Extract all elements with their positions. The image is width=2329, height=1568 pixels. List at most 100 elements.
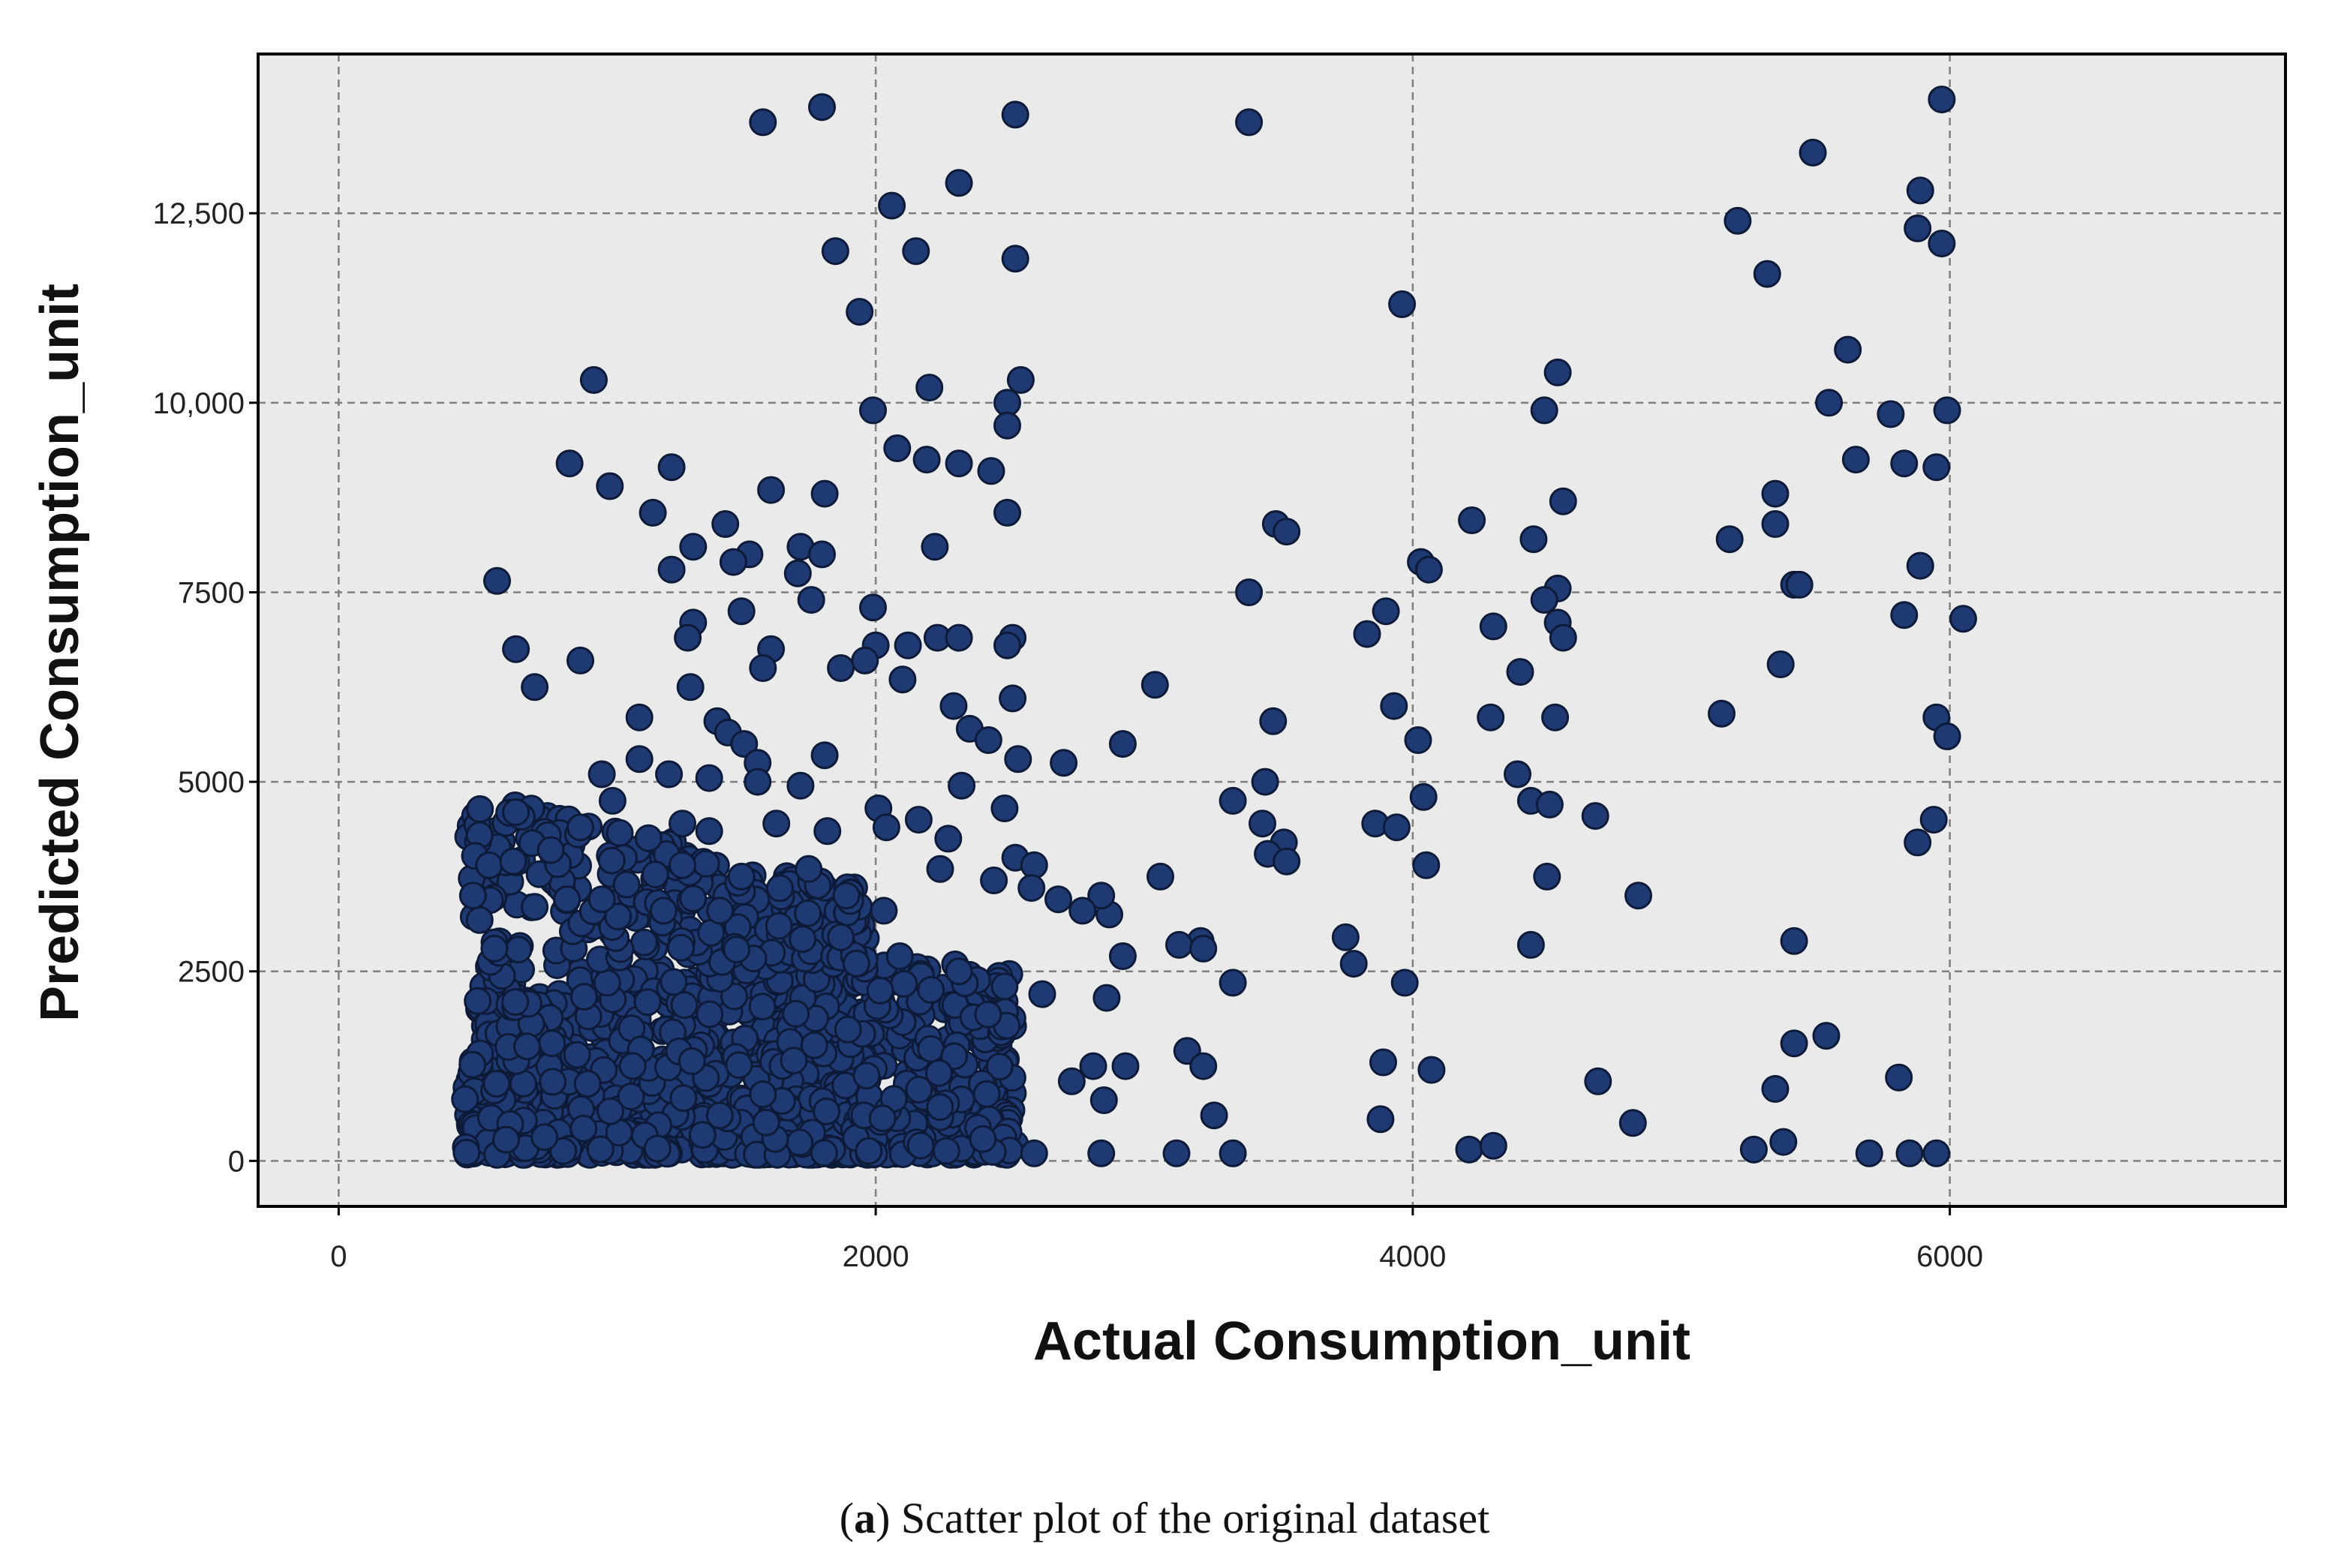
- data-point: [617, 1083, 645, 1110]
- data-point: [813, 817, 842, 846]
- data-point: [630, 928, 658, 957]
- data-point: [752, 1108, 780, 1137]
- data-point: [813, 1097, 841, 1125]
- data-point: [744, 767, 772, 796]
- data-point: [549, 1137, 578, 1165]
- data-point: [1780, 1029, 1808, 1058]
- data-point: [1530, 396, 1558, 425]
- data-point: [482, 1070, 511, 1098]
- data-point: [458, 1050, 487, 1079]
- data-point: [730, 730, 759, 758]
- data-point: [501, 988, 530, 1016]
- data-point: [868, 1104, 897, 1133]
- data-point: [810, 479, 839, 508]
- data-point: [1146, 862, 1174, 891]
- data-point: [915, 374, 944, 402]
- data-point: [917, 1035, 945, 1063]
- data-point: [1906, 176, 1934, 205]
- data-point: [678, 1047, 706, 1075]
- data-point: [586, 1135, 615, 1164]
- data-point: [618, 1052, 647, 1080]
- data-point: [1895, 1139, 1924, 1167]
- data-point: [1812, 1022, 1841, 1050]
- data-point: [679, 533, 708, 561]
- data-point: [466, 795, 494, 823]
- data-point: [1624, 882, 1652, 910]
- data-point: [1885, 1063, 1913, 1092]
- data-point: [521, 673, 549, 701]
- data-point: [1479, 612, 1507, 641]
- data-point: [706, 897, 735, 925]
- data-point: [852, 1062, 881, 1090]
- data-point: [800, 1031, 828, 1059]
- data-point: [1140, 671, 1169, 699]
- data-point: [692, 849, 720, 878]
- data-point: [676, 673, 705, 701]
- data-point: [1390, 969, 1419, 997]
- data-point: [502, 798, 530, 826]
- data-point: [1162, 1139, 1191, 1167]
- data-point: [499, 847, 527, 876]
- data-point: [458, 882, 487, 910]
- data-point: [945, 623, 973, 652]
- data-point: [1068, 897, 1097, 925]
- data-point: [625, 703, 654, 731]
- data-point: [765, 912, 793, 940]
- data-point: [1235, 578, 1264, 606]
- data-point: [452, 1138, 481, 1167]
- data-point: [1799, 138, 1827, 167]
- data-point: [783, 559, 812, 587]
- data-point: [1111, 1052, 1140, 1080]
- data-point: [1618, 1109, 1647, 1137]
- data-point: [748, 993, 777, 1021]
- y-tick-label: 0: [228, 1145, 245, 1178]
- data-point: [1050, 749, 1078, 777]
- data-point: [566, 646, 594, 674]
- data-point: [993, 631, 1021, 659]
- data-points: [451, 86, 1977, 1169]
- data-point: [670, 991, 699, 1020]
- data-point: [633, 988, 662, 1017]
- data-point: [993, 411, 1021, 440]
- data-point: [795, 855, 823, 883]
- data-point: [1933, 396, 1961, 425]
- data-point: [1339, 950, 1368, 978]
- data-point: [502, 635, 530, 663]
- data-point: [597, 846, 626, 875]
- data-point: [1933, 722, 1961, 750]
- data-point: [827, 654, 855, 682]
- data-point: [1739, 1135, 1768, 1164]
- data-point: [1785, 570, 1814, 599]
- data-point: [1708, 699, 1735, 728]
- data-point: [597, 1097, 624, 1125]
- data-point: [885, 942, 914, 970]
- y-tick-label: 5000: [178, 766, 245, 799]
- data-point: [1200, 1101, 1228, 1130]
- data-point: [464, 987, 492, 1015]
- data-point: [1259, 707, 1288, 735]
- data-point: [538, 1029, 566, 1058]
- grid-lines: [258, 54, 2285, 1206]
- data-point: [945, 449, 973, 478]
- data-point: [749, 108, 777, 137]
- data-point: [902, 237, 930, 266]
- data-point: [1761, 1074, 1790, 1103]
- data-point: [719, 548, 747, 576]
- data-point: [1890, 601, 1919, 629]
- data-point: [1414, 555, 1443, 584]
- data-point: [536, 836, 565, 864]
- data-point: [669, 1084, 698, 1113]
- caption-label: a: [854, 1494, 876, 1542]
- data-point: [1516, 930, 1545, 959]
- data-point: [674, 623, 702, 652]
- data-point: [904, 806, 933, 834]
- data-point: [980, 867, 1008, 894]
- data-point: [1549, 487, 1577, 515]
- data-point: [1017, 874, 1046, 903]
- data-point: [596, 472, 624, 500]
- data-point: [1388, 290, 1417, 318]
- data-point: [705, 1101, 734, 1130]
- data-point: [1079, 1052, 1107, 1080]
- data-point: [782, 999, 810, 1028]
- data-point: [1001, 245, 1029, 273]
